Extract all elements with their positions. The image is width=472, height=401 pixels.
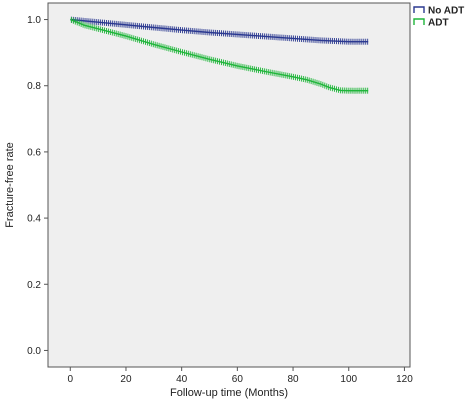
y-tick-label: 0.4 bbox=[27, 214, 41, 225]
x-tick-label: 20 bbox=[120, 374, 132, 385]
legend-item: ADT bbox=[413, 18, 449, 29]
legend-swatch bbox=[413, 6, 425, 13]
y-tick-label: 1.0 bbox=[27, 15, 41, 26]
legend-label: ADT bbox=[428, 18, 449, 29]
y-tick-label: 0.8 bbox=[27, 81, 41, 92]
x-tick-label: 120 bbox=[396, 374, 413, 385]
plot-area bbox=[47, 2, 411, 368]
x-axis-title: Follow-up time (Months) bbox=[170, 387, 288, 399]
series-layer bbox=[70, 16, 369, 94]
x-tick-label: 40 bbox=[176, 374, 188, 385]
legend-swatch bbox=[413, 18, 425, 25]
y-tick-label: 0.6 bbox=[27, 147, 41, 158]
legend-label: No ADT bbox=[428, 6, 464, 17]
y-tick-label: 0.2 bbox=[27, 280, 41, 291]
legend-item: No ADT bbox=[413, 6, 464, 17]
axis-ticks: 0 20 40 60 80 100 120 0.0 0.2 0.4 0.6 0.8 1.0 bbox=[27, 15, 413, 385]
x-tick-label: 80 bbox=[287, 374, 299, 385]
x-tick-label: 100 bbox=[340, 374, 357, 385]
x-tick-label: 0 bbox=[67, 374, 73, 385]
y-axis-title: Fracture-free rate bbox=[4, 142, 16, 228]
series-2 bbox=[70, 16, 369, 94]
x-tick-label: 60 bbox=[232, 374, 244, 385]
y-tick-label: 0.0 bbox=[27, 346, 41, 357]
